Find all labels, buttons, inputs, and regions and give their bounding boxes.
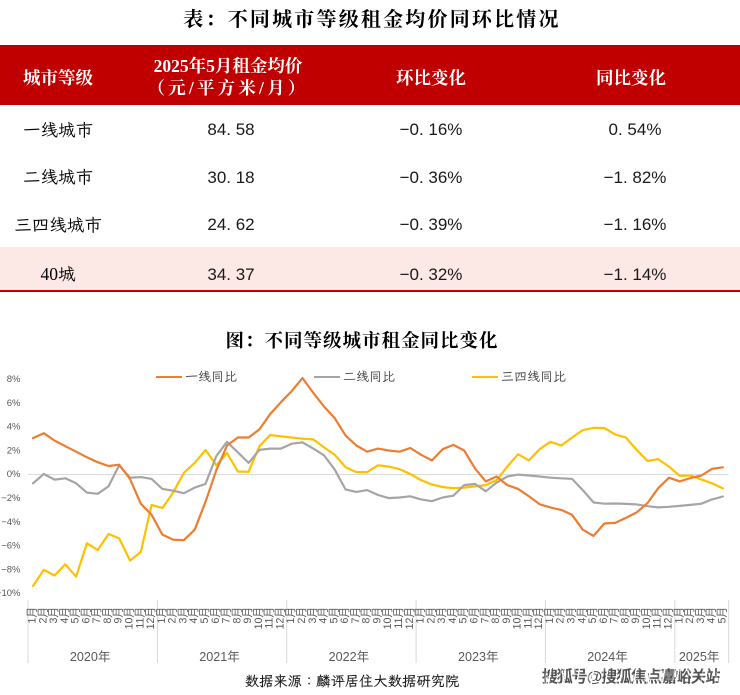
svg-text:2020年: 2020年 <box>70 650 111 664</box>
svg-text:10月: 10月 <box>512 607 524 629</box>
svg-text:3月: 3月 <box>177 607 189 624</box>
svg-text:6月: 6月 <box>80 607 92 624</box>
svg-text:1月: 1月 <box>673 607 685 624</box>
svg-text:12月: 12月 <box>145 607 157 629</box>
svg-text:10月: 10月 <box>382 607 394 629</box>
svg-text:8月: 8月 <box>490 607 502 624</box>
svg-text:8月: 8月 <box>619 607 631 624</box>
svg-text:2023年: 2023年 <box>458 650 499 664</box>
svg-text:11月: 11月 <box>393 607 405 629</box>
svg-text:9月: 9月 <box>630 607 642 624</box>
svg-text:3月: 3月 <box>566 607 578 624</box>
svg-text:3月: 3月 <box>436 607 448 624</box>
svg-text:7月: 7月 <box>609 607 621 624</box>
svg-text:6%: 6% <box>7 398 21 409</box>
svg-text:1月: 1月 <box>415 607 427 624</box>
svg-text:7月: 7月 <box>91 607 103 624</box>
svg-text:2021年: 2021年 <box>199 650 240 664</box>
svg-text:2025年: 2025年 <box>679 650 720 664</box>
svg-text:2022年: 2022年 <box>329 650 370 664</box>
svg-text:7月: 7月 <box>221 607 233 624</box>
svg-text:2月: 2月 <box>167 607 179 624</box>
svg-text:10月: 10月 <box>253 607 265 629</box>
svg-text:10月: 10月 <box>124 607 136 629</box>
svg-text:12月: 12月 <box>533 607 545 629</box>
svg-text:11月: 11月 <box>522 607 534 629</box>
svg-text:11月: 11月 <box>134 607 146 629</box>
svg-text:7月: 7月 <box>350 607 362 624</box>
svg-text:4%: 4% <box>7 422 21 433</box>
svg-text:3月: 3月 <box>48 607 60 624</box>
svg-text:1月: 1月 <box>156 607 168 624</box>
svg-text:4月: 4月 <box>576 607 588 624</box>
svg-text:6月: 6月 <box>210 607 222 624</box>
svg-text:12月: 12月 <box>274 607 286 629</box>
svg-text:−10%: −10% <box>0 588 21 599</box>
svg-text:8%: 8% <box>7 374 21 385</box>
svg-text:9月: 9月 <box>501 607 513 624</box>
svg-text:5月: 5月 <box>716 607 728 624</box>
svg-text:12月: 12月 <box>663 607 675 629</box>
svg-text:5月: 5月 <box>70 607 82 624</box>
svg-text:−8%: −8% <box>1 564 21 575</box>
svg-text:4月: 4月 <box>318 607 330 624</box>
svg-text:12月: 12月 <box>404 607 416 629</box>
svg-text:8月: 8月 <box>102 607 114 624</box>
svg-text:1月: 1月 <box>285 607 297 624</box>
svg-text:1月: 1月 <box>544 607 556 624</box>
svg-text:11月: 11月 <box>264 607 276 629</box>
svg-text:5月: 5月 <box>199 607 211 624</box>
svg-text:1月: 1月 <box>27 607 39 624</box>
svg-text:9月: 9月 <box>372 607 384 624</box>
svg-text:4月: 4月 <box>706 607 718 624</box>
svg-text:2月: 2月 <box>37 607 49 624</box>
svg-text:5月: 5月 <box>458 607 470 624</box>
svg-text:8月: 8月 <box>361 607 373 624</box>
svg-text:8月: 8月 <box>231 607 243 624</box>
svg-text:2月: 2月 <box>684 607 696 624</box>
svg-text:6月: 6月 <box>339 607 351 624</box>
svg-text:9月: 9月 <box>113 607 125 624</box>
svg-text:3月: 3月 <box>695 607 707 624</box>
svg-text:7月: 7月 <box>479 607 491 624</box>
svg-text:6月: 6月 <box>598 607 610 624</box>
svg-text:5月: 5月 <box>328 607 340 624</box>
svg-text:2%: 2% <box>7 445 21 456</box>
svg-text:4月: 4月 <box>59 607 71 624</box>
svg-text:11月: 11月 <box>652 607 664 629</box>
svg-text:9月: 9月 <box>242 607 254 624</box>
svg-text:5月: 5月 <box>587 607 599 624</box>
svg-text:6月: 6月 <box>469 607 481 624</box>
svg-text:−6%: −6% <box>1 541 21 552</box>
svg-text:10月: 10月 <box>641 607 653 629</box>
svg-text:2月: 2月 <box>296 607 308 624</box>
svg-text:2024年: 2024年 <box>587 650 628 664</box>
svg-text:2月: 2月 <box>555 607 567 624</box>
svg-text:3月: 3月 <box>307 607 319 624</box>
svg-text:−4%: −4% <box>1 517 21 528</box>
svg-text:2月: 2月 <box>425 607 437 624</box>
svg-text:0%: 0% <box>7 469 21 480</box>
svg-text:4月: 4月 <box>447 607 459 624</box>
svg-text:−2%: −2% <box>1 493 21 504</box>
svg-text:4月: 4月 <box>188 607 200 624</box>
